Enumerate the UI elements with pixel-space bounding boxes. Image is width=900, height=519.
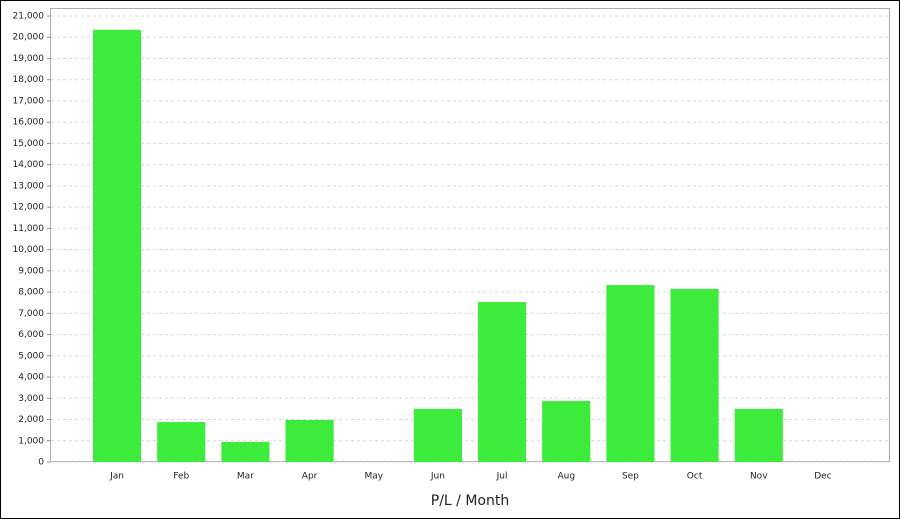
y-tick-label: 19,000 [13, 54, 45, 64]
x-tick-label: Jan [109, 472, 124, 482]
x-tick-label: Sep [622, 472, 639, 482]
y-tick-label: 10,000 [13, 245, 45, 255]
bar [157, 422, 206, 462]
x-tick-label: May [364, 472, 383, 482]
y-tick-label: 17,000 [13, 96, 45, 106]
bar [606, 285, 655, 462]
x-tick-label: Feb [173, 472, 189, 482]
y-tick-label: 18,000 [13, 75, 45, 85]
y-tick-label: 20,000 [13, 33, 45, 43]
y-tick-label: 14,000 [13, 160, 45, 170]
y-tick-label: 5,000 [18, 351, 44, 361]
bar [734, 408, 783, 462]
x-tick-label: Dec [814, 472, 831, 482]
y-tick-label: 4,000 [18, 373, 44, 383]
y-tick-label: 8,000 [18, 288, 44, 298]
y-tick-label: 16,000 [13, 118, 45, 128]
y-tick-label: 15,000 [13, 139, 45, 149]
y-tick-label: 7,000 [18, 309, 44, 319]
y-tick-label: 6,000 [18, 330, 44, 340]
x-tick-label: Aug [557, 472, 575, 482]
bar [221, 442, 270, 462]
y-tick-label: 0 [38, 458, 44, 468]
x-tick-label: Mar [237, 472, 254, 482]
y-tick-label: 13,000 [13, 181, 45, 191]
bar [670, 288, 719, 462]
x-axis-label: P/L / Month [431, 493, 509, 509]
x-tick-label: Jul [496, 472, 508, 482]
x-tick-label: Apr [302, 472, 318, 482]
x-tick-label: Jun [430, 472, 445, 482]
bar [542, 401, 591, 462]
bar [478, 302, 527, 462]
y-tick-label: 9,000 [18, 266, 44, 276]
y-tick-label: 1,000 [18, 436, 44, 446]
bar [93, 29, 142, 463]
x-tick-label: Nov [750, 472, 768, 482]
plot-area [50, 8, 890, 462]
y-tick-label: 2,000 [18, 415, 44, 425]
y-tick-label: 3,000 [18, 394, 44, 404]
y-tick-label: 21,000 [13, 12, 45, 22]
bar [413, 408, 462, 462]
x-tick-label: Oct [687, 472, 703, 482]
y-tick-label: 11,000 [13, 224, 45, 234]
y-tick-label: 12,000 [13, 203, 45, 213]
bar [285, 419, 334, 462]
